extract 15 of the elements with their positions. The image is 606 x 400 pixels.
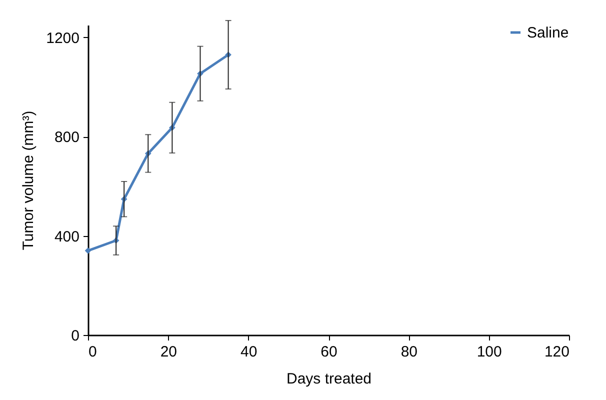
x-tick-label: 120 <box>544 344 570 360</box>
y-tick-label: 1200 <box>46 30 80 47</box>
y-axis-title: Tumor volume (mm³) <box>20 110 38 250</box>
y-tick-label: 400 <box>54 228 80 246</box>
x-axis-title: Days treated <box>286 370 372 388</box>
x-tick-label: 20 <box>160 344 178 360</box>
x-tick-label: 80 <box>400 344 418 360</box>
legend-label: Saline <box>527 24 569 42</box>
y-tick-label: 800 <box>54 129 80 146</box>
point <box>84 248 92 254</box>
x-tick-label: 0 <box>88 344 97 360</box>
x-tick-label: 60 <box>320 344 338 360</box>
x-tick-label: 40 <box>240 344 258 360</box>
y-tick-label: 0 <box>71 328 80 344</box>
x-tick-label: 100 <box>476 344 502 360</box>
